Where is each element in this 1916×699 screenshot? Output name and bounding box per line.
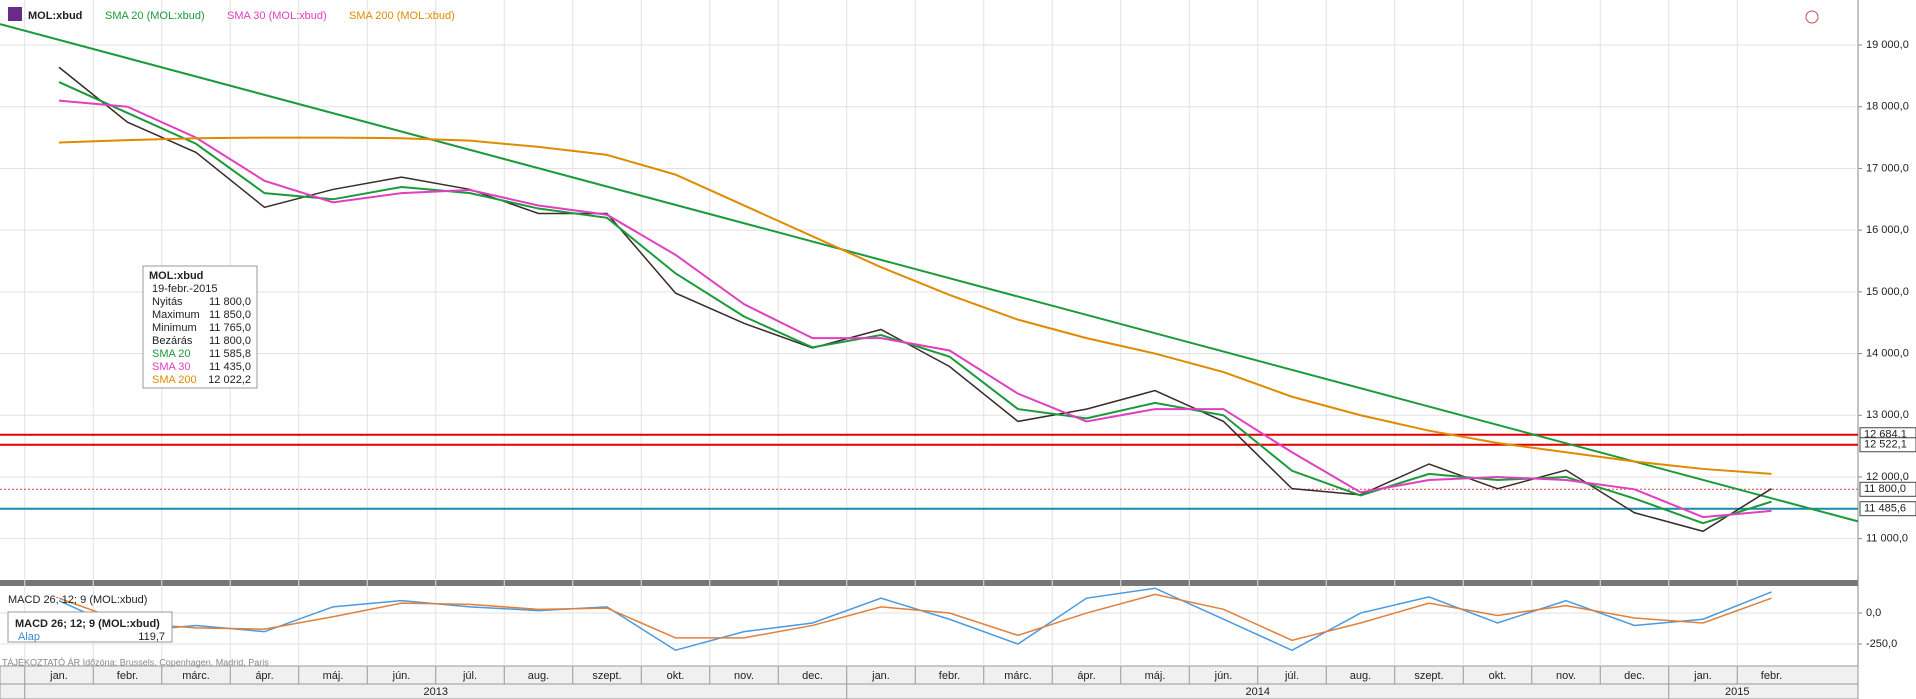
y-tick-label: 14 000,0 <box>1866 347 1909 359</box>
macd-title: MACD 26; 12; 9 (MOL:xbud) <box>8 594 147 606</box>
info-row-value: 11 585,8 <box>209 348 251 360</box>
level-label-box <box>1859 501 1916 517</box>
info-row-label: Bezárás <box>152 335 193 347</box>
info-row-label: SMA 200 <box>152 374 197 386</box>
info-row-label: Maximum <box>152 309 200 321</box>
x-tick-label: máj. <box>1145 670 1166 682</box>
y-tick-label: 11 000,0 <box>1866 533 1908 545</box>
level-label: 11 800,0 <box>1864 483 1906 495</box>
info-title: MOL:xbud <box>149 270 203 282</box>
info-row-value: 11 850,0 <box>209 309 251 321</box>
x-tick-label: febr. <box>939 670 960 682</box>
y-tick-label: 17 000,0 <box>1866 162 1909 174</box>
info-row-label: Minimum <box>152 322 197 334</box>
x-tick-label: szept. <box>1414 670 1443 682</box>
axis-area <box>1858 0 1916 699</box>
year-label: 2014 <box>1246 686 1270 698</box>
plot <box>0 0 1859 666</box>
x-tick-label: márc. <box>182 670 210 682</box>
year-label: 2015 <box>1725 686 1749 698</box>
macd-line <box>58 587 1772 652</box>
macd-box-value: 119,7 <box>138 631 165 643</box>
trendline <box>0 23 1859 523</box>
info-date: 19-febr.-2015 <box>152 283 217 295</box>
y-tick-label: 12 000,0 <box>1866 471 1909 483</box>
y-tick-label: 19 000,0 <box>1866 39 1909 51</box>
info-row-label: Nyitás <box>152 296 183 308</box>
x-tick-label: nov. <box>734 670 754 682</box>
y-tick-label: -250,0 <box>1866 638 1897 650</box>
info-row-value: 11 765,0 <box>209 322 251 334</box>
price-line <box>58 66 1772 533</box>
sma-line <box>58 99 1772 519</box>
x-tick-label: szept. <box>592 670 621 682</box>
info-box: MOL:xbud 19-febr.-2015 Nyitás 11 800,0 Max… <box>142 265 258 389</box>
info-row-value: 11 800,0 <box>209 296 251 308</box>
level-label-box <box>1859 437 1916 453</box>
macd-box <box>7 611 173 643</box>
y-tick-label: 18 000,0 <box>1866 101 1909 113</box>
info-row-label: SMA 30 <box>152 361 191 373</box>
x-tick-label: febr. <box>1761 670 1782 682</box>
footer: TÁJÉKOZTATÓ ÁR Időzóna: Brussels, Copenh… <box>2 657 269 667</box>
logo-icon <box>8 7 22 21</box>
x-tick-label: máj. <box>323 670 344 682</box>
y-tick-label: 16 000,0 <box>1866 224 1909 236</box>
x-tick-label: jan. <box>49 670 68 682</box>
level-label-box <box>1859 481 1916 497</box>
x-tick-label: okt. <box>667 670 685 682</box>
info-row-value: 11 800,0 <box>209 335 251 347</box>
x-tick-label: jún. <box>1214 670 1233 682</box>
info-row-value: 11 435,0 <box>209 361 251 373</box>
year-label: 2013 <box>424 686 448 698</box>
macd-box-label: Alap <box>18 631 40 643</box>
x-tick-label: aug. <box>528 670 549 682</box>
x-tick-label: ápr. <box>1077 670 1095 682</box>
sma-line <box>58 81 1772 525</box>
y-tick-label: 15 000,0 <box>1866 286 1909 298</box>
x-tick-label: jún. <box>392 670 411 682</box>
info-row-value: 12 022,2 <box>208 374 251 386</box>
x-tick-label: márc. <box>1004 670 1032 682</box>
x-tick-label: júl. <box>462 670 477 682</box>
time-axis <box>0 665 1859 699</box>
x-tick-label: júl. <box>1284 670 1299 682</box>
panel-divider <box>0 580 1916 586</box>
x-tick-label: dec. <box>1624 670 1645 682</box>
y-tick-label: 0,0 <box>1866 607 1881 619</box>
x-tick-label: aug. <box>1350 670 1371 682</box>
y-tick-label: 13 000,0 <box>1866 409 1909 421</box>
x-tick-label: okt. <box>1489 670 1507 682</box>
level-label: 11 485,6 <box>1864 503 1906 515</box>
macd-box-title: MACD 26; 12; 9 (MOL:xbud) <box>15 618 160 630</box>
settings-icon[interactable] <box>1805 10 1819 24</box>
legend-item[interactable]: SMA 30 (MOL:xbud) <box>227 10 327 22</box>
macd-line <box>58 593 1772 642</box>
x-tick-label: dec. <box>802 670 823 682</box>
legend-item[interactable]: SMA 200 (MOL:xbud) <box>349 10 455 22</box>
level-label: 12 522,1 <box>1864 439 1907 451</box>
x-tick-label: nov. <box>1556 670 1576 682</box>
x-tick-label: jan. <box>1693 670 1712 682</box>
sma-line <box>58 136 1772 475</box>
legend-item[interactable]: MOL:xbud <box>28 10 82 22</box>
info-row-label: SMA 20 <box>152 348 191 360</box>
x-tick-label: ápr. <box>255 670 273 682</box>
x-tick-label: febr. <box>117 670 138 682</box>
legend-item[interactable]: SMA 20 (MOL:xbud) <box>105 10 205 22</box>
info-box-frame <box>142 265 258 389</box>
x-tick-label: jan. <box>871 670 890 682</box>
